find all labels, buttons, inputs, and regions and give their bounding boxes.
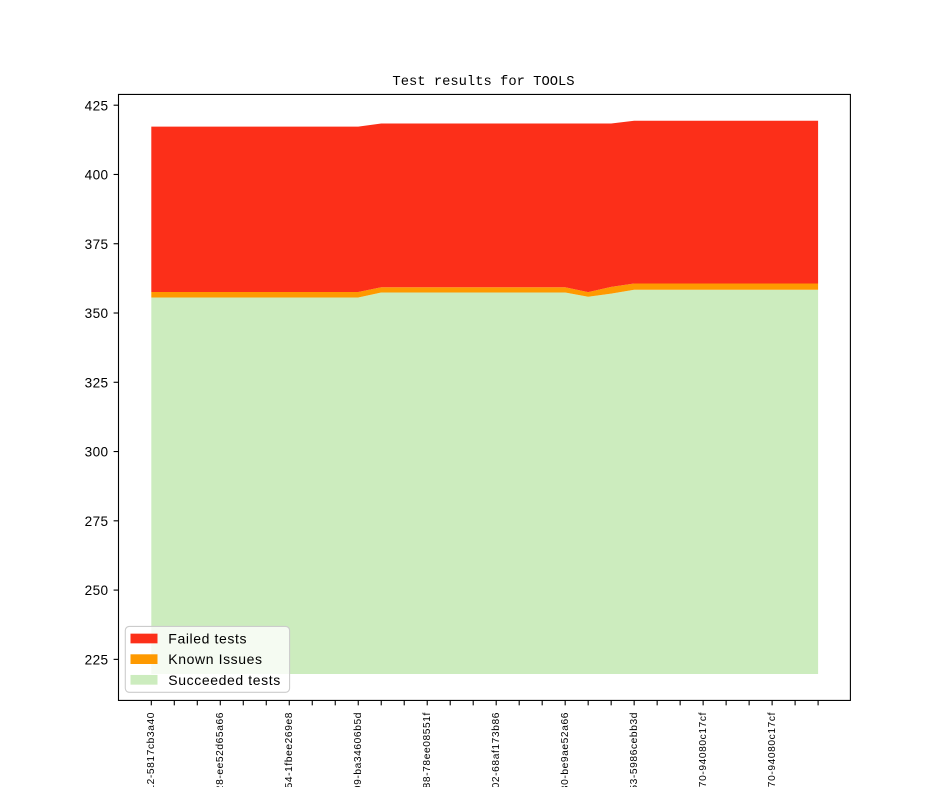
svg-text:325: 325: [85, 375, 109, 390]
svg-text:53-5986cebb3d: 53-5986cebb3d: [629, 712, 640, 787]
svg-text:Known Issues: Known Issues: [168, 651, 262, 667]
svg-text:12-5817cb3a40: 12-5817cb3a40: [146, 712, 157, 787]
svg-text:375: 375: [85, 237, 109, 252]
svg-text:02-68af173b86: 02-68af173b86: [491, 712, 502, 787]
svg-text:275: 275: [85, 514, 109, 529]
svg-text:70-94080c17cf: 70-94080c17cf: [767, 712, 778, 787]
svg-text:Test results for TOOLS: Test results for TOOLS: [392, 74, 574, 90]
svg-text:225: 225: [85, 652, 109, 667]
svg-text:400: 400: [85, 168, 109, 183]
svg-text:425: 425: [85, 98, 109, 113]
svg-text:300: 300: [85, 445, 109, 460]
svg-text:70-94080c17cf: 70-94080c17cf: [698, 712, 709, 787]
svg-text:28-ee52d65a66: 28-ee52d65a66: [215, 712, 226, 787]
svg-text:54-1fbee269e8: 54-1fbee269e8: [284, 712, 295, 787]
svg-text:09-ba34606b5d: 09-ba34606b5d: [353, 712, 364, 787]
svg-text:30-be9ae52a66: 30-be9ae52a66: [560, 712, 571, 787]
svg-text:88-78ee08551f: 88-78ee08551f: [422, 712, 433, 787]
svg-text:250: 250: [85, 583, 109, 598]
svg-text:350: 350: [85, 306, 109, 321]
svg-text:Failed tests: Failed tests: [168, 630, 247, 646]
svg-text:Succeeded tests: Succeeded tests: [168, 672, 281, 688]
